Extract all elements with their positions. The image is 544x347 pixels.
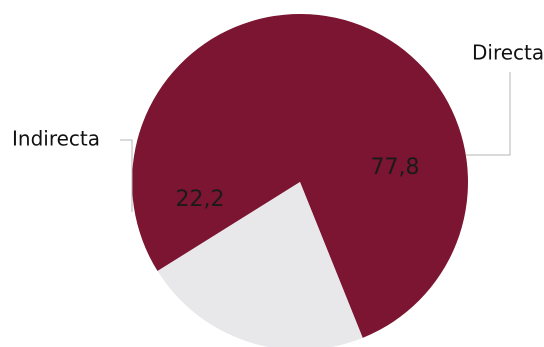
category-label-indirecta: Indirecta — [12, 127, 100, 151]
value-label-directa: 77,8 — [371, 155, 420, 180]
pie-slice-directa — [132, 14, 469, 338]
pie-slice-indirecta — [157, 182, 363, 347]
value-label-indirecta: 22,2 — [176, 187, 225, 212]
leader-line-indirecta — [120, 139, 133, 212]
leader-line-directa — [466, 72, 511, 156]
category-label-directa: Directa — [472, 41, 544, 65]
